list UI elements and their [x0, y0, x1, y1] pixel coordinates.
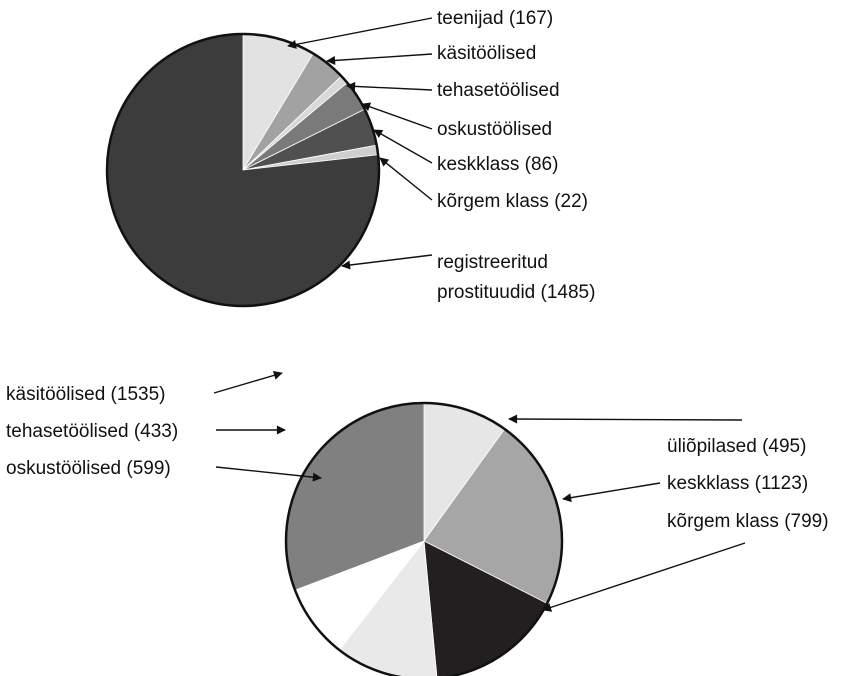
leader-arrow [213, 370, 283, 394]
slice-label: tehasetöölised (433) [6, 421, 178, 442]
slice-label: oskustöölised (599) [6, 458, 171, 479]
slice-label: üliõpilased (495) [667, 436, 806, 457]
slice-label: oskustöölised [437, 119, 552, 140]
slice-label: tehasetöölised [437, 80, 560, 101]
slice-label: kõrgem klass (799) [667, 511, 829, 532]
leader-arrow [215, 466, 322, 482]
slice-label: registreeritud prostituudid (1485) [437, 252, 595, 303]
slice-label: keskklass (86) [437, 154, 558, 175]
slice-label: käsitöölised (1535) [6, 384, 165, 405]
slice-label: käsitöölised [437, 43, 536, 64]
slice-label: keskklass (1123) [667, 473, 808, 494]
pie-chart-bottom: üliõpilased (495) keskklass (1123) kõrgem … [6, 370, 829, 676]
leader-arrow [542, 542, 746, 612]
slice-label: teenijad (167) [437, 8, 553, 29]
leader-arrow [341, 254, 433, 270]
leader-arrow [326, 53, 433, 65]
slice-label: kõrgem klass (22) [437, 191, 588, 212]
leader-arrow [361, 102, 433, 130]
leader-arrow [508, 414, 743, 424]
pie-chart-top: teenijad (167) käsitöölised tehasetöölised… [105, 8, 595, 308]
leader-arrow [562, 482, 661, 503]
leader-arrow [373, 129, 433, 164]
pie-outline [284, 401, 564, 676]
leader-arrow [346, 81, 433, 91]
pie-outline [105, 32, 381, 308]
leader-arrow [379, 157, 433, 201]
leader-arrow [287, 17, 433, 49]
